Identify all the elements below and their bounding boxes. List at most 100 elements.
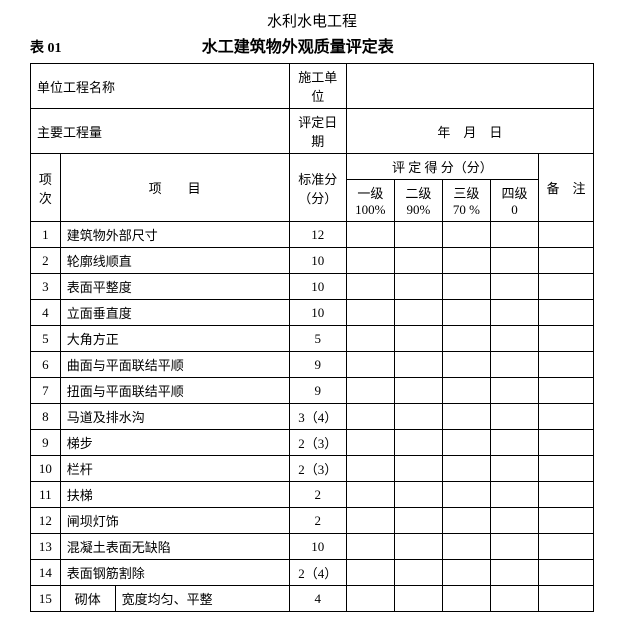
cell-note [538, 482, 593, 508]
cell-grade-3 [442, 222, 490, 248]
row-item: 马道及排水沟 [60, 404, 289, 430]
label-unit-project: 单位工程名称 [31, 64, 290, 109]
table-row: 3表面平整度10 [31, 274, 594, 300]
cell-grade-1 [346, 274, 394, 300]
row-item: 曲面与平面联结平顺 [60, 352, 289, 378]
row-std: 3（4） [289, 404, 346, 430]
table-row: 10栏杆2（3） [31, 456, 594, 482]
cell-grade-3 [442, 586, 490, 612]
cell-grade-1 [346, 482, 394, 508]
page-title: 水工建筑物外观质量评定表 [62, 33, 535, 57]
cell-grade-4 [490, 404, 538, 430]
cell-grade-4 [490, 534, 538, 560]
cell-grade-1 [346, 456, 394, 482]
row-index: 4 [31, 300, 61, 326]
cell-note [538, 326, 593, 352]
col-item: 项 目 [60, 154, 289, 222]
cell-grade-3 [442, 508, 490, 534]
cell-grade-4 [490, 352, 538, 378]
row-item: 建筑物外部尺寸 [60, 222, 289, 248]
row-item: 梯步 [60, 430, 289, 456]
row-item-a: 砌体 [60, 586, 115, 612]
row-item: 栏杆 [60, 456, 289, 482]
table-row: 4立面垂直度10 [31, 300, 594, 326]
cell-grade-4 [490, 300, 538, 326]
row-index: 10 [31, 456, 61, 482]
row-index: 6 [31, 352, 61, 378]
row-index: 9 [31, 430, 61, 456]
cell-grade-3 [442, 482, 490, 508]
cell-note [538, 534, 593, 560]
row-std: 10 [289, 248, 346, 274]
cell-grade-3 [442, 430, 490, 456]
row-std: 2 [289, 508, 346, 534]
cell-grade-2 [394, 404, 442, 430]
cell-grade-2 [394, 378, 442, 404]
evaluation-table: 单位工程名称 施工单位 主要工程量 评定日期 年 月 日 项次 项 目 标准分（… [30, 63, 594, 612]
cell-grade-1 [346, 534, 394, 560]
cell-grade-3 [442, 404, 490, 430]
row-index: 12 [31, 508, 61, 534]
row-item: 表面平整度 [60, 274, 289, 300]
row-index: 7 [31, 378, 61, 404]
cell-grade-3 [442, 300, 490, 326]
col-grade-3: 三级70 % [442, 180, 490, 222]
row-std: 2 [289, 482, 346, 508]
cell-grade-2 [394, 248, 442, 274]
row-std: 9 [289, 378, 346, 404]
cell-grade-3 [442, 274, 490, 300]
row-item: 立面垂直度 [60, 300, 289, 326]
cell-note [538, 586, 593, 612]
row-index: 3 [31, 274, 61, 300]
cell-grade-1 [346, 378, 394, 404]
cell-grade-1 [346, 586, 394, 612]
row-std: 10 [289, 274, 346, 300]
col-idx: 项次 [31, 154, 61, 222]
cell-grade-4 [490, 378, 538, 404]
cell-grade-3 [442, 326, 490, 352]
cell-grade-3 [442, 560, 490, 586]
cell-note [538, 560, 593, 586]
row-index: 11 [31, 482, 61, 508]
cell-grade-4 [490, 456, 538, 482]
cell-grade-1 [346, 326, 394, 352]
cell-grade-4 [490, 482, 538, 508]
row-index: 1 [31, 222, 61, 248]
row-index: 2 [31, 248, 61, 274]
value-constructor [346, 64, 593, 109]
cell-grade-2 [394, 430, 442, 456]
table-row: 6曲面与平面联结平顺9 [31, 352, 594, 378]
cell-grade-2 [394, 326, 442, 352]
cell-grade-1 [346, 248, 394, 274]
cell-grade-1 [346, 404, 394, 430]
cell-note [538, 378, 593, 404]
col-std: 标准分（分） [289, 154, 346, 222]
cell-grade-4 [490, 222, 538, 248]
row-item: 闸坝灯饰 [60, 508, 289, 534]
cell-grade-2 [394, 534, 442, 560]
table-row: 5大角方正5 [31, 326, 594, 352]
row-std: 5 [289, 326, 346, 352]
cell-note [538, 430, 593, 456]
cell-note [538, 456, 593, 482]
col-grade-1: 一级100% [346, 180, 394, 222]
row-item: 扭面与平面联结平顺 [60, 378, 289, 404]
row-item: 表面钢筋割除 [60, 560, 289, 586]
cell-grade-1 [346, 300, 394, 326]
col-score-group: 评 定 得 分（分） [346, 154, 538, 180]
cell-grade-1 [346, 352, 394, 378]
cell-note [538, 300, 593, 326]
table-row: 7扭面与平面联结平顺9 [31, 378, 594, 404]
table-row: 1建筑物外部尺寸12 [31, 222, 594, 248]
label-main-qty: 主要工程量 [31, 109, 290, 154]
table-row: 14表面钢筋割除2（4） [31, 560, 594, 586]
cell-grade-2 [394, 456, 442, 482]
row-index: 13 [31, 534, 61, 560]
row-std: 2（3） [289, 430, 346, 456]
cell-grade-4 [490, 326, 538, 352]
label-eval-date: 评定日期 [289, 109, 346, 154]
cell-note [538, 508, 593, 534]
label-constructor: 施工单位 [289, 64, 346, 109]
row-index: 8 [31, 404, 61, 430]
row-item: 扶梯 [60, 482, 289, 508]
